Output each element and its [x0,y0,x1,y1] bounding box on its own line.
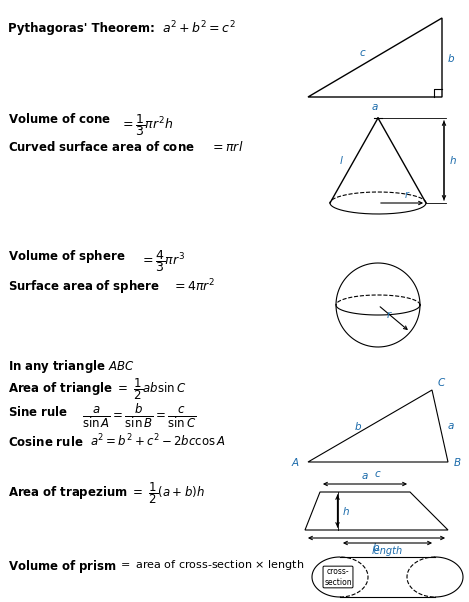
Text: $\mathbf{Sine\ rule}$: $\mathbf{Sine\ rule}$ [8,405,68,419]
Text: $r$: $r$ [386,309,393,320]
Text: $h$: $h$ [449,155,457,167]
Text: $\mathbf{Curved\ surface\ area\ of\ cone}$: $\mathbf{Curved\ surface\ area\ of\ cone… [8,140,195,154]
Text: $\mathbf{Area\ of\ triangle}\ = \ \dfrac{1}{2}ab\sin C$: $\mathbf{Area\ of\ triangle}\ = \ \dfrac… [8,376,186,402]
Text: $A$: $A$ [291,456,300,468]
Text: $\mathbf{Cosine\ rule}$: $\mathbf{Cosine\ rule}$ [8,435,83,449]
Text: $a$: $a$ [371,102,379,112]
Text: $\mathbf{Area\ of\ trapezium}\ =\ \dfrac{1}{2}(a+b)h$: $\mathbf{Area\ of\ trapezium}\ =\ \dfrac… [8,480,204,506]
Text: $= 4\pi r^2$: $= 4\pi r^2$ [172,278,215,294]
Text: $a$: $a$ [361,471,369,481]
Text: $=$ area of cross-section $\times$ length: $=$ area of cross-section $\times$ lengt… [118,558,304,572]
Text: $\mathbf{Volume\ of\ sphere}$: $\mathbf{Volume\ of\ sphere}$ [8,248,126,265]
Text: $= \pi rl$: $= \pi rl$ [210,140,243,154]
Text: $B$: $B$ [453,456,461,468]
Text: $\mathbf{Volume\ of\ prism}$: $\mathbf{Volume\ of\ prism}$ [8,558,117,575]
Text: $C$: $C$ [437,376,446,388]
Text: $c$: $c$ [374,469,382,479]
Text: $c$: $c$ [359,48,367,58]
Text: $a$: $a$ [447,421,454,431]
Text: $\dfrac{a}{\sin A}=\dfrac{b}{\sin B}=\dfrac{c}{\sin C}$: $\dfrac{a}{\sin A}=\dfrac{b}{\sin B}=\df… [82,402,197,430]
Text: $= \dfrac{4}{3}\pi r^3$: $= \dfrac{4}{3}\pi r^3$ [140,248,185,274]
Text: cross-
section: cross- section [324,567,352,587]
Text: $h$: $h$ [341,505,349,517]
Text: length: length [372,546,403,556]
Text: $l$: $l$ [339,155,344,167]
Text: $b$: $b$ [372,541,380,553]
Text: $= \dfrac{1}{3}\pi r^2h$: $= \dfrac{1}{3}\pi r^2h$ [120,112,173,138]
Text: $a^2=b^2+c^2-2bc\cos A$: $a^2=b^2+c^2-2bc\cos A$ [90,433,226,450]
Text: $r$: $r$ [404,189,410,200]
Text: $\mathbf{Surface\ area\ of\ sphere}$: $\mathbf{Surface\ area\ of\ sphere}$ [8,278,160,295]
Text: $b$: $b$ [354,420,362,432]
Text: $\mathbf{Volume\ of\ cone}$: $\mathbf{Volume\ of\ cone}$ [8,112,111,126]
Text: $a^2+b^2=c^2$: $a^2+b^2=c^2$ [162,20,236,37]
Text: $\mathbf{In\ any\ triangle}\ \mathit{ABC}$: $\mathbf{In\ any\ triangle}\ \mathit{ABC… [8,358,135,375]
Text: $b$: $b$ [447,52,455,63]
Text: Pythagoras' Theorem:: Pythagoras' Theorem: [8,22,155,35]
